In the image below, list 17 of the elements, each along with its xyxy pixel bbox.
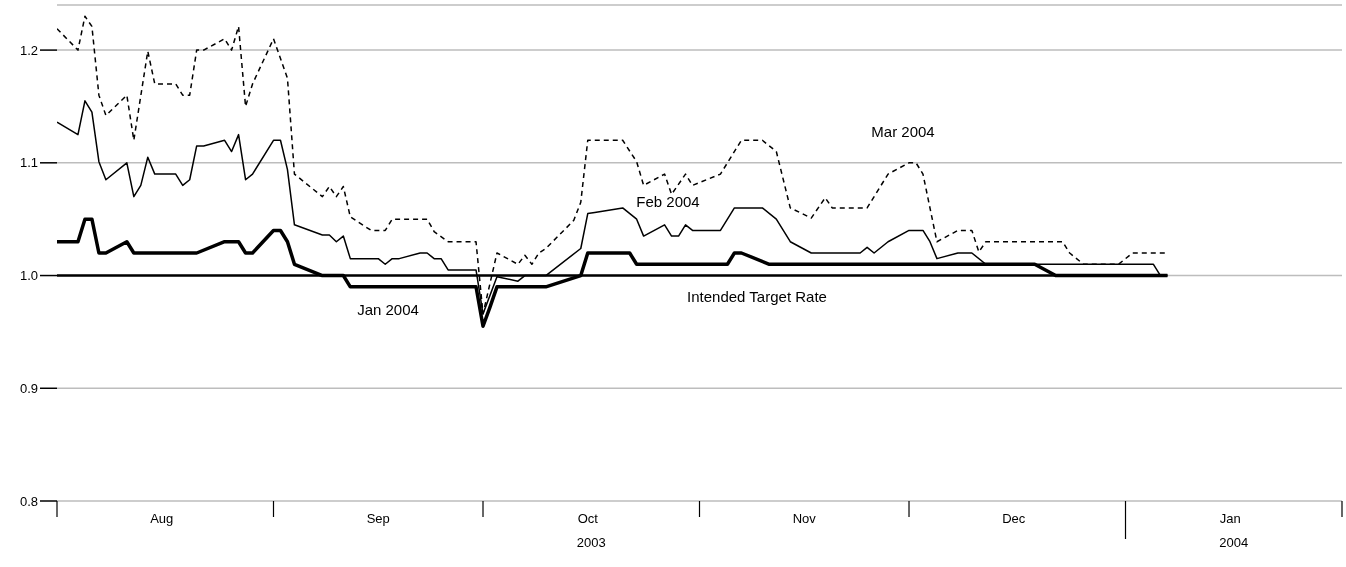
x-tick-label: Dec bbox=[1002, 511, 1026, 526]
y-tick-label: 1.0 bbox=[19, 268, 38, 284]
y-tick-label: 0.8 bbox=[19, 493, 38, 509]
y-tick-label: 1.1 bbox=[19, 155, 38, 171]
x-tick-label: Nov bbox=[792, 511, 817, 526]
x-tick-label: Sep bbox=[366, 511, 390, 526]
series-label: Jan 2004 bbox=[357, 300, 419, 318]
y-tick-label: 1.2 bbox=[19, 42, 38, 58]
x-tick-label: Jan bbox=[1219, 511, 1241, 526]
x-tick-label: Aug bbox=[150, 511, 174, 526]
text: 2004 bbox=[1219, 535, 1249, 550]
series-label: Feb 2004 bbox=[636, 192, 700, 210]
series-label: Mar 2004 bbox=[871, 122, 935, 140]
x-tick-label: Oct bbox=[577, 511, 599, 526]
y-tick-label: 0.9 bbox=[19, 380, 38, 396]
text: 2003 bbox=[576, 535, 606, 550]
series-label: Intended Target Rate bbox=[687, 287, 827, 305]
